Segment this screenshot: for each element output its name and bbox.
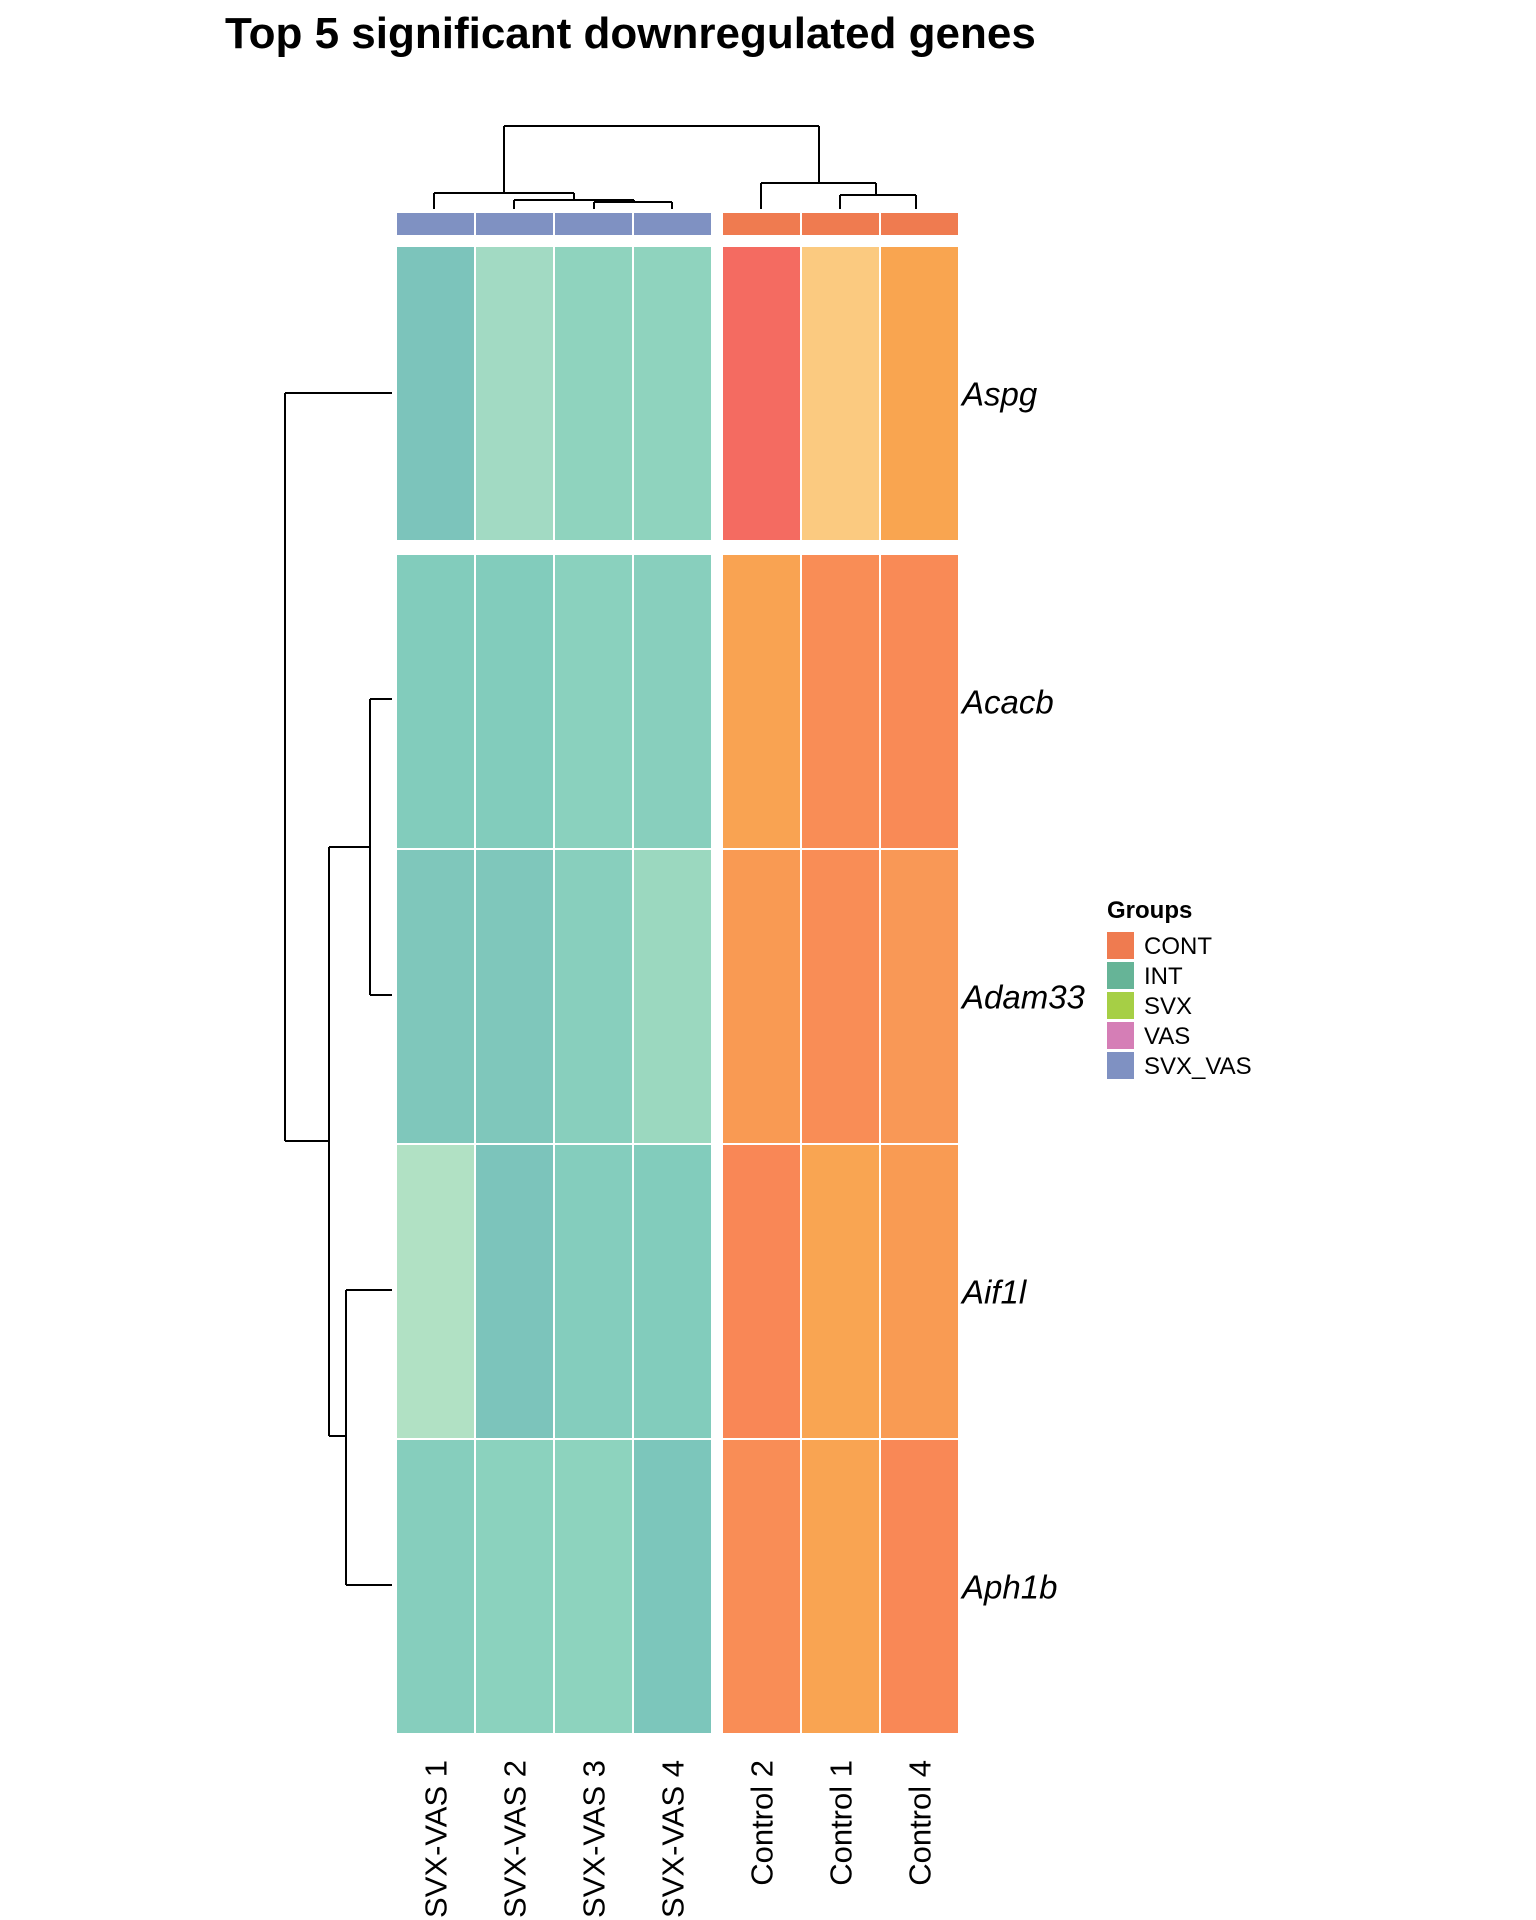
gene-label-aif1l: Aif1l bbox=[960, 1274, 1028, 1311]
annotation-cell-svx-vas-1 bbox=[395, 211, 476, 237]
gene-label-aspg: Aspg bbox=[960, 376, 1038, 413]
legend-swatch-int bbox=[1107, 962, 1134, 989]
heatmap-cell-aspg-control-1 bbox=[800, 245, 881, 542]
heatmap-cell-adam33-svx-vas-2 bbox=[474, 848, 555, 1145]
sample-label-svx-vas-2: SVX-VAS 2 bbox=[498, 1760, 533, 1918]
heatmap-cell-aph1b-control-4 bbox=[879, 1438, 960, 1735]
heatmap-cell-adam33-control-2 bbox=[721, 848, 802, 1145]
heatmap-cell-aph1b-svx-vas-4 bbox=[632, 1438, 713, 1735]
chart-title: Top 5 significant downregulated genes bbox=[225, 9, 1036, 58]
heatmap-cell-acacb-svx-vas-1 bbox=[395, 553, 476, 850]
heatmap-cell-aif1l-control-2 bbox=[721, 1143, 802, 1440]
heatmap-cell-aif1l-svx-vas-3 bbox=[553, 1143, 634, 1440]
sample-label-svx-vas-1: SVX-VAS 1 bbox=[419, 1760, 454, 1918]
row-dendrogram bbox=[284, 392, 392, 1586]
heatmap-cell-aif1l-control-4 bbox=[879, 1143, 960, 1440]
sample-label-control-4: Control 4 bbox=[903, 1760, 938, 1886]
heatmap-cell-aph1b-svx-vas-1 bbox=[395, 1438, 476, 1735]
column-dendrogram-control-sub bbox=[839, 194, 917, 209]
legend-label-svx-vas: SVX_VAS bbox=[1144, 1053, 1252, 1080]
heatmap-cell-aif1l-svx-vas-2 bbox=[474, 1143, 555, 1440]
heatmap-cell-aspg-control-2 bbox=[721, 245, 802, 542]
legend-label-cont: CONT bbox=[1144, 933, 1212, 960]
heatmap-cell-aspg-svx-vas-4 bbox=[632, 245, 713, 542]
legend-swatch-vas bbox=[1107, 1022, 1134, 1049]
group-annotation-bar bbox=[395, 211, 960, 237]
legend-label-svx: SVX bbox=[1144, 993, 1192, 1020]
sample-labels: SVX-VAS 1 SVX-VAS 2 SVX-VAS 3 SVX-VAS 4 Cont… bbox=[419, 1760, 938, 1918]
heatmap-cell-adam33-control-4 bbox=[879, 848, 960, 1145]
annotation-cell-control-2 bbox=[721, 211, 802, 237]
heatmap-cell-aif1l-svx-vas-4 bbox=[632, 1143, 713, 1440]
row-dendrogram-aif1l-aph1b bbox=[345, 1289, 392, 1586]
legend-title: Groups bbox=[1107, 897, 1192, 924]
row-dendrogram-branch bbox=[328, 846, 370, 1437]
heatmap-cell-adam33-control-1 bbox=[800, 848, 881, 1145]
annotation-cell-control-4 bbox=[879, 211, 960, 237]
row-dendrogram-root bbox=[284, 392, 392, 1142]
legend-swatch-cont bbox=[1107, 932, 1134, 959]
heatmap-cell-adam33-svx-vas-1 bbox=[395, 848, 476, 1145]
column-dendrogram-svx-branch bbox=[433, 192, 575, 209]
heatmap-cell-aph1b-svx-vas-3 bbox=[553, 1438, 634, 1735]
row-dendrogram-acacb-adam33 bbox=[369, 698, 392, 996]
heatmap-cell-aif1l-svx-vas-1 bbox=[395, 1143, 476, 1440]
heatmap-cell-aph1b-control-1 bbox=[800, 1438, 881, 1735]
heatmap-cell-adam33-svx-vas-4 bbox=[632, 848, 713, 1145]
column-dendrogram bbox=[433, 125, 917, 209]
groups-legend: Groups CONT INT SVX VAS SVX_VAS bbox=[1107, 897, 1252, 1080]
sample-label-control-2: Control 2 bbox=[745, 1760, 780, 1886]
heatmap-cell-acacb-control-2 bbox=[721, 553, 802, 850]
sample-label-svx-vas-4: SVX-VAS 4 bbox=[656, 1760, 691, 1918]
heatmap-cell-acacb-svx-vas-2 bbox=[474, 553, 555, 850]
legend-label-int: INT bbox=[1144, 963, 1183, 990]
heatmap-cell-acacb-svx-vas-4 bbox=[632, 553, 713, 850]
column-dendrogram-root bbox=[503, 125, 820, 193]
heatmap-cell-aspg-svx-vas-1 bbox=[395, 245, 476, 542]
column-dendrogram-svx-sub2 bbox=[593, 201, 673, 209]
heatmap-cell-aph1b-control-2 bbox=[721, 1438, 802, 1735]
legend-items: CONT INT SVX VAS SVX_VAS bbox=[1107, 932, 1252, 1080]
annotation-cell-svx-vas-4 bbox=[632, 211, 713, 237]
gene-label-aph1b: Aph1b bbox=[960, 1569, 1057, 1606]
gene-labels: Aspg Acacb Adam33 Aif1l Aph1b bbox=[960, 376, 1086, 1606]
heatmap-cells bbox=[395, 245, 960, 1735]
heatmap-cell-acacb-control-4 bbox=[879, 553, 960, 850]
annotation-cell-svx-vas-3 bbox=[553, 211, 634, 237]
legend-swatch-svx-vas bbox=[1107, 1052, 1134, 1079]
heatmap-cell-acacb-svx-vas-3 bbox=[553, 553, 634, 850]
gene-label-adam33: Adam33 bbox=[960, 979, 1086, 1016]
heatmap-cell-aspg-control-4 bbox=[879, 245, 960, 542]
sample-label-control-1: Control 1 bbox=[824, 1760, 859, 1886]
gene-label-acacb: Acacb bbox=[960, 684, 1054, 721]
annotation-cell-svx-vas-2 bbox=[474, 211, 555, 237]
legend-swatch-svx bbox=[1107, 992, 1134, 1019]
heatmap-cell-adam33-svx-vas-3 bbox=[553, 848, 634, 1145]
heatmap-cell-aif1l-control-1 bbox=[800, 1143, 881, 1440]
sample-label-svx-vas-3: SVX-VAS 3 bbox=[577, 1760, 612, 1918]
annotation-cell-control-1 bbox=[800, 211, 881, 237]
heatmap-cell-aph1b-svx-vas-2 bbox=[474, 1438, 555, 1735]
heatmap-cell-aspg-svx-vas-3 bbox=[553, 245, 634, 542]
column-dendrogram-control-branch bbox=[760, 182, 877, 209]
heatmap-cell-aspg-svx-vas-2 bbox=[474, 245, 555, 542]
legend-label-vas: VAS bbox=[1144, 1023, 1190, 1050]
heatmap-cell-acacb-control-1 bbox=[800, 553, 881, 850]
